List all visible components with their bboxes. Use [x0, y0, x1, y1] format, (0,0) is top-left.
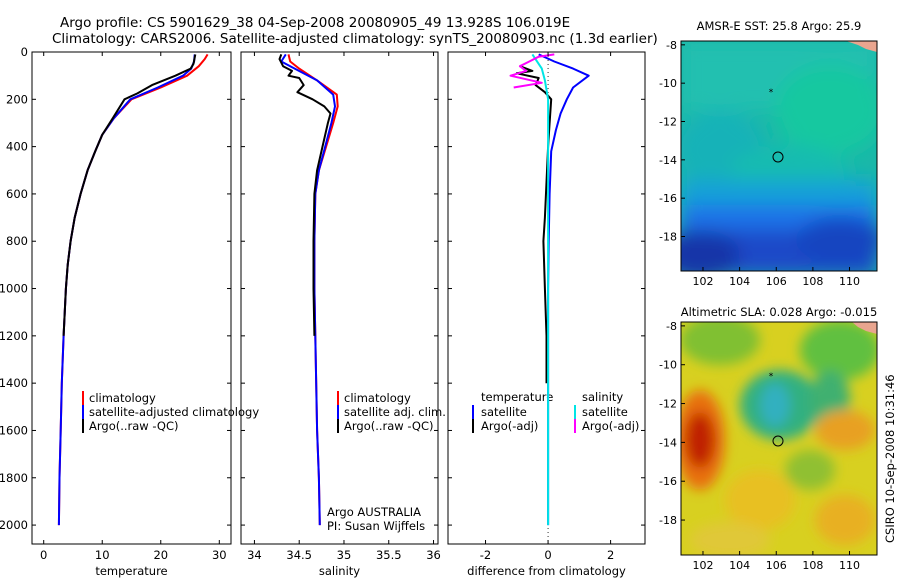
figure-title-line2: Climatology: CARS2006. Satellite-adjuste… — [52, 31, 658, 47]
salinity-legend-argo: Argo(..raw -QC) — [344, 419, 434, 433]
sla-map-x-tick-label: 106 — [766, 559, 787, 572]
sla-map-x-tick-label: 104 — [729, 559, 750, 572]
difference-legend-salinity-header: salinity — [582, 390, 623, 404]
sst-map-x-tick-label: 110 — [839, 275, 860, 288]
temperature-x-tick-label: 30 — [212, 548, 227, 562]
sst-map-y-tick-label: -10 — [659, 77, 677, 90]
sla-map-y-tick-label: -12 — [659, 398, 677, 411]
sla-map-x-tick-label: 108 — [802, 559, 823, 572]
temperature-series-climatology — [57, 53, 209, 526]
salinity-legend-satellite: satellite adj. clim. — [344, 405, 446, 419]
temperature-x-tick-label: 10 — [95, 548, 110, 562]
sst-map-x-tick-label: 102 — [692, 275, 713, 288]
temperature-legend-satellite: satellite-adjusted climatology — [89, 405, 259, 419]
figure-title-line1: Argo profile: CS 5901629_38 04-Sep-2008 … — [60, 15, 570, 31]
depth-tick-label: 1600 — [0, 423, 28, 437]
difference-x-axis-label: difference from climatology — [467, 564, 626, 578]
temperature-x-tick-label: 20 — [153, 548, 168, 562]
difference-series-salinity-argo-adj — [509, 53, 555, 89]
sst-map-x-tick-label: 108 — [802, 275, 823, 288]
salinity-panel: 34 34.5 35 35.5 36 salinity — [240, 51, 441, 578]
difference-series-temperature-argo-adj — [515, 65, 553, 384]
sla-map-y-tick-label: -8 — [666, 320, 677, 333]
sla-float-track-marker: * — [769, 372, 774, 382]
sla-map-y-tick-label: -14 — [659, 436, 677, 449]
difference-legend-temperature-argo: Argo(-adj) — [481, 419, 538, 433]
depth-tick-label: 1800 — [0, 471, 28, 485]
salinity-x-tick-label: 36 — [426, 548, 441, 562]
depth-tick-label: 400 — [6, 140, 28, 154]
sst-map-panel: AMSR-E SST: 25.8 Argo: 25.9 * 102 104 106 1… — [659, 19, 878, 288]
sst-map-y-tick-label: -18 — [659, 231, 677, 244]
sla-map-y-tick-label: -16 — [659, 475, 677, 488]
difference-x-tick-label: 0 — [544, 548, 551, 562]
difference-x-tick-label: -2 — [480, 548, 491, 562]
salinity-x-axis-label: salinity — [319, 564, 360, 578]
temperature-series-argo-raw-qc — [62, 54, 197, 336]
depth-tick-label: 0 — [21, 45, 28, 59]
salinity-legend-climatology: climatology — [344, 391, 411, 405]
sst-float-track-marker: * — [769, 88, 774, 98]
depth-tick-label: 1200 — [0, 329, 28, 343]
argo-pi-annotation: PI: Susan Wijffels — [327, 519, 425, 533]
difference-legend-temperature-satellite: satellite — [481, 405, 527, 419]
difference-series-salinity-satellite — [531, 53, 550, 526]
sla-map-y-tick-label: -18 — [659, 514, 677, 527]
salinity-series-satellite-adj-clim — [280, 53, 336, 526]
difference-panel: -2 0 2 difference from climatology — [447, 51, 646, 578]
sst-float-circle — [772, 151, 784, 163]
difference-legend-salinity-argo: Argo(-adj) — [582, 419, 639, 433]
depth-tick-label: 1000 — [0, 282, 28, 296]
temperature-x-axis-label: temperature — [95, 564, 167, 578]
difference-x-tick-label: 2 — [607, 548, 614, 562]
temperature-series-satellite-adjusted-climatology — [57, 54, 196, 526]
sla-map-panel: Altimetric SLA: 0.028 Argo: -0.015 * — [659, 305, 878, 572]
sst-map-y-tick-label: -14 — [659, 154, 677, 167]
difference-legend-salinity-satellite: satellite — [582, 405, 628, 419]
temperature-frame — [31, 51, 232, 545]
depth-tick-label: 1400 — [0, 376, 28, 390]
sla-map-x-tick-label: 110 — [839, 559, 860, 572]
difference-legend: temperature satellite Argo(-adj) salinit… — [472, 390, 639, 433]
difference-legend-temperature-header: temperature — [481, 390, 553, 404]
temperature-legend-argo: Argo(..raw -QC) — [89, 419, 179, 433]
salinity-x-tick-label: 35.5 — [376, 548, 402, 562]
depth-tick-label: 600 — [6, 187, 28, 201]
sst-map-y-tick-label: -16 — [659, 192, 677, 205]
sst-map-x-tick-label: 104 — [729, 275, 750, 288]
sla-float-circle — [772, 435, 784, 447]
depth-tick-label: 800 — [6, 234, 28, 248]
difference-series-temperature-satellite — [538, 53, 590, 526]
sst-map-x-tick-label: 106 — [766, 275, 787, 288]
argo-program-annotation: Argo AUSTRALIA — [327, 505, 421, 519]
depth-tick-label: 200 — [6, 92, 28, 106]
sla-map-y-tick-label: -10 — [659, 359, 677, 372]
credit-timestamp: CSIRO 10-Sep-2008 10:31:46 — [883, 374, 897, 543]
salinity-legend: climatology satellite adj. clim. Argo(..… — [327, 391, 446, 533]
salinity-x-tick-label: 35 — [337, 548, 352, 562]
sst-map-y-tick-label: -12 — [659, 116, 677, 129]
depth-tick-label: 2000 — [0, 518, 28, 532]
salinity-frame — [240, 51, 439, 545]
difference-frame — [447, 51, 646, 545]
salinity-x-tick-label: 34.5 — [286, 548, 312, 562]
sla-map-title: Altimetric SLA: 0.028 Argo: -0.015 — [681, 305, 878, 319]
temperature-legend-climatology: climatology — [89, 391, 156, 405]
salinity-series-argo-raw-qc — [278, 54, 332, 336]
salinity-x-tick-label: 34 — [247, 548, 262, 562]
sst-map-y-tick-label: -8 — [666, 39, 677, 52]
temperature-panel: 0 10 20 30 temperature 0 200 400 600 800 1000 1200 1… — [0, 45, 232, 578]
temperature-legend: climatology satellite-adjusted climatolo… — [82, 391, 259, 433]
sst-map-title: AMSR-E SST: 25.8 Argo: 25.9 — [697, 19, 862, 33]
temperature-x-tick-label: 0 — [40, 548, 47, 562]
sla-map-x-tick-label: 102 — [692, 559, 713, 572]
